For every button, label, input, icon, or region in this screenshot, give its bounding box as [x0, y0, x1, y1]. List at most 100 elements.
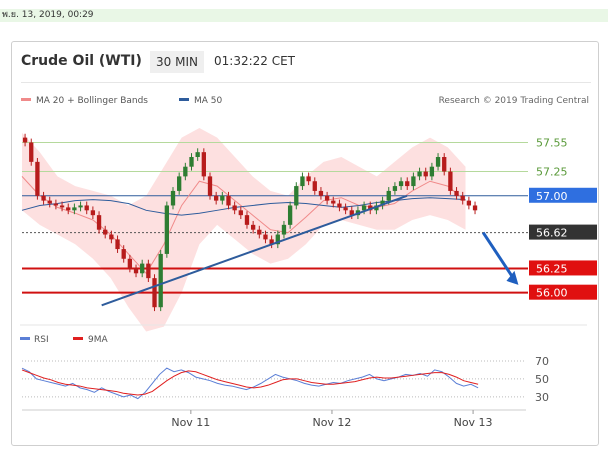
- candle-body: [96, 215, 102, 230]
- legend-ma50: MA 50: [179, 96, 222, 106]
- candle-body: [398, 181, 404, 187]
- level-label-56-62: 56.62: [536, 227, 568, 240]
- ma20-swatch: [21, 98, 31, 101]
- rsi-ma9-line: [21, 369, 479, 396]
- candle-body: [78, 205, 83, 208]
- candle-body: [170, 190, 176, 206]
- candle-body: [214, 195, 219, 201]
- candle-body: [72, 207, 77, 211]
- candle-body: [109, 234, 114, 240]
- candle-body: [66, 207, 71, 211]
- x-tick-label: Nov 13: [454, 416, 493, 429]
- bollinger-band: [22, 127, 466, 332]
- candle-body: [127, 258, 133, 269]
- datetime-text: พ.ย. 13, 2019, 00:29: [2, 10, 94, 20]
- ma50-label: MA 50: [194, 96, 223, 106]
- rsi-tick-30: 30: [535, 391, 549, 404]
- candle-body: [435, 157, 441, 167]
- candle-body: [263, 234, 268, 240]
- candle-body: [472, 205, 478, 211]
- rsi-legend-swatch: [20, 337, 30, 340]
- candle-body: [250, 224, 256, 230]
- chart-time: 01:32:22 CET: [214, 54, 295, 68]
- candle-body: [220, 195, 225, 201]
- candle-body: [140, 263, 145, 274]
- level-label-56-00: 56.00: [536, 287, 568, 300]
- rsi-ma-legend-swatch: [73, 337, 83, 340]
- candle-body: [183, 166, 188, 177]
- level-badge-57-00: [529, 187, 597, 203]
- candle-body: [287, 205, 293, 225]
- header-divider: [21, 82, 591, 83]
- level-badge-56-25: [529, 260, 597, 276]
- candle-body: [103, 229, 108, 235]
- ma20-label: MA 20 + Bollinger Bands: [36, 96, 148, 106]
- candle-body: [90, 210, 96, 216]
- candle-body: [84, 205, 89, 211]
- candle-body: [41, 195, 46, 201]
- candle-body: [442, 157, 447, 172]
- candle-body: [349, 210, 354, 216]
- candle-body: [405, 181, 410, 187]
- candle-body: [152, 278, 157, 308]
- candle-body: [294, 186, 299, 206]
- candle-body: [177, 176, 182, 191]
- candle-body: [281, 224, 287, 235]
- rsi-line: [21, 367, 479, 400]
- candle-body: [35, 161, 40, 196]
- rsi-tick-50: 50: [535, 373, 549, 386]
- candle-body: [337, 203, 342, 208]
- level-badge-56-00: [529, 284, 597, 300]
- candle-body: [417, 171, 422, 177]
- level-label-56-25: 56.25: [536, 262, 568, 275]
- level-badge-56-62: [529, 224, 597, 240]
- candle-body: [324, 195, 330, 201]
- rsi-tick-70: 70: [535, 355, 549, 368]
- candle-body: [368, 205, 373, 211]
- candle-body: [29, 142, 34, 162]
- candle-body: [466, 200, 472, 206]
- level-label-57-00: 57.00: [536, 190, 568, 203]
- level-label-57-55: 57.55: [536, 136, 568, 149]
- candle-body: [189, 157, 194, 167]
- projection-arrow-head: [506, 270, 519, 285]
- candle-body: [269, 239, 274, 245]
- candle-body: [146, 263, 151, 279]
- x-tick-label: Nov 11: [171, 416, 210, 429]
- candle-body: [454, 190, 459, 196]
- candle-body: [312, 181, 317, 191]
- candle-body: [318, 190, 324, 196]
- candle-body: [115, 239, 120, 250]
- candle-body: [59, 205, 65, 208]
- candle-body: [374, 205, 379, 211]
- candle-body: [275, 234, 280, 245]
- candle-body: [232, 205, 237, 211]
- candle-body: [392, 186, 398, 191]
- candle-body: [257, 229, 262, 235]
- candle-body: [460, 195, 465, 201]
- timeframe-button[interactable]: 30 MIN: [150, 51, 204, 73]
- candle-body: [158, 253, 163, 308]
- level-label-57-25: 57.25: [536, 166, 568, 179]
- candle-body: [380, 200, 385, 206]
- candle-body: [300, 176, 305, 187]
- candle-body: [164, 205, 170, 254]
- chart-header: Crude Oil (WTI) 30 MIN 01:32:22 CET: [12, 42, 598, 82]
- candle-body: [244, 215, 250, 225]
- candle-body: [201, 152, 206, 177]
- candle-body: [22, 137, 28, 143]
- candle-body: [238, 210, 243, 216]
- research-credit: Research © 2019 Trading Central: [438, 96, 589, 106]
- candle-body: [207, 176, 213, 196]
- ma20-line: [21, 176, 466, 275]
- candle-body: [386, 190, 391, 201]
- candle-body: [429, 166, 435, 177]
- legend-ma20: MA 20 + Bollinger Bands: [21, 96, 148, 106]
- candle-body: [306, 176, 311, 182]
- datetime-bar: พ.ย. 13, 2019, 00:29: [0, 9, 608, 22]
- candle-body: [47, 200, 52, 204]
- candle-body: [53, 203, 59, 206]
- candle-body: [121, 249, 126, 259]
- candle-body: [331, 200, 336, 204]
- candle-body: [361, 205, 367, 211]
